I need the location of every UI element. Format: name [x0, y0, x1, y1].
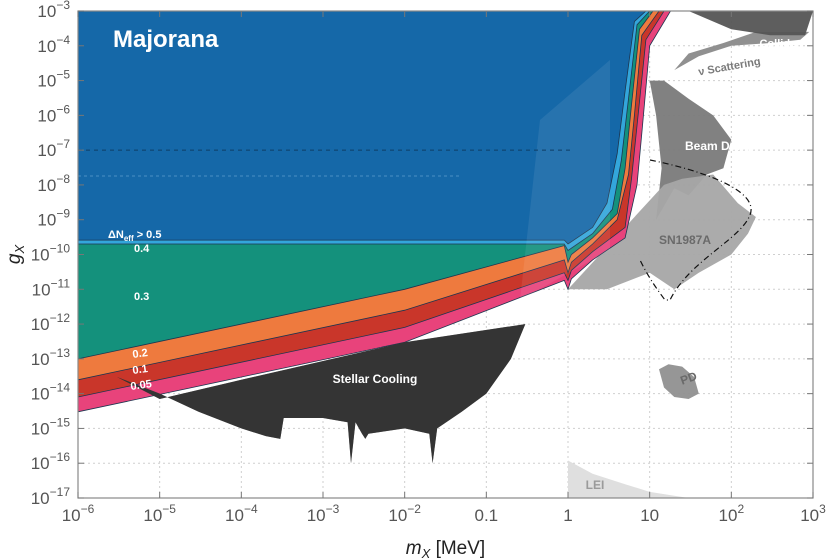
y-tick-label: 10−11 — [32, 276, 71, 299]
x-tick-label: 10 — [640, 506, 659, 525]
label-pd: PD — [678, 369, 699, 388]
x-axis-ticks: 10−6 10−5 10−4 10−3 10−2 0.1 1 10 102 103 — [62, 11, 826, 525]
y-tick-label: 10−17 — [31, 485, 71, 508]
x-tick-label: 1 — [563, 506, 572, 525]
x-tick-label: 103 — [800, 502, 826, 525]
label-stellar-cooling: Stellar Cooling — [333, 372, 418, 386]
x-tick-label: 10−6 — [62, 502, 95, 525]
sn-dash-dot-boundary — [639, 159, 752, 301]
label-0-05: 0.05 — [130, 378, 153, 393]
y-tick-label: 10−15 — [31, 415, 71, 438]
label-0-2: 0.2 — [132, 347, 149, 361]
x-axis-label: mX [MeV] — [406, 538, 485, 559]
constraint-regions-back — [568, 11, 813, 498]
label-0-4: 0.4 — [134, 243, 150, 255]
label-lei: LEI — [586, 478, 605, 492]
decorations — [78, 60, 752, 464]
axis-labels: mX [MeV] gX — [4, 244, 485, 559]
stellar-cooling-overlay — [117, 324, 526, 464]
y-tick-label: 10−16 — [31, 450, 71, 473]
translucent-cone — [520, 60, 610, 300]
constraint-sn1987a — [568, 174, 756, 290]
label-majorana: Majorana — [113, 26, 219, 53]
y-tick-label: 10−5 — [37, 68, 70, 91]
constraint-scattering — [674, 31, 810, 71]
y-tick-label: 10−12 — [31, 311, 71, 334]
x-tick-label: 102 — [719, 502, 745, 525]
label-collider: Collider — [760, 38, 802, 50]
region-labels: Majorana ΔNeff > 0.50.4 0.3 0.2 0.10.05 Stell… — [108, 26, 801, 492]
y-tick-label: 10−6 — [37, 102, 70, 125]
y-tick-label: 10−13 — [31, 346, 71, 369]
y-tick-label: 10−4 — [37, 33, 70, 56]
x-tick-label: 0.1 — [475, 506, 499, 525]
label-0-3: 0.3 — [134, 291, 149, 303]
y-tick-label: 10−14 — [31, 381, 71, 404]
y-axis-label: gX — [4, 244, 27, 265]
y-tick-label: 10−7 — [37, 137, 70, 160]
x-tick-label: 10−5 — [143, 502, 176, 525]
label-beam-dump: Beam Dump — [685, 139, 755, 153]
y-tick-label: 10−3 — [37, 0, 70, 21]
constraint-collider — [688, 11, 813, 36]
label-n-eff-0-5: ΔNeff > 0.5 — [108, 229, 161, 243]
x-tick-label: 10−2 — [388, 502, 421, 525]
x-tick-label: 10−4 — [225, 502, 258, 525]
label-0-1: 0.1 — [132, 363, 149, 377]
label-sn1987a: SN1987A — [659, 233, 711, 247]
constraint-pd — [659, 364, 699, 399]
constraint-lei — [568, 460, 689, 498]
y-axis-ticks: 10−3 10−4 10−5 10−6 10−7 10−8 10−9 10−10 10−11 10… — [31, 0, 813, 508]
y-tick-label: 10−10 — [31, 242, 71, 265]
x-tick-label: 10−3 — [307, 502, 340, 525]
y-tick-label: 10−9 — [37, 207, 70, 230]
y-tick-label: 10−8 — [37, 172, 70, 195]
